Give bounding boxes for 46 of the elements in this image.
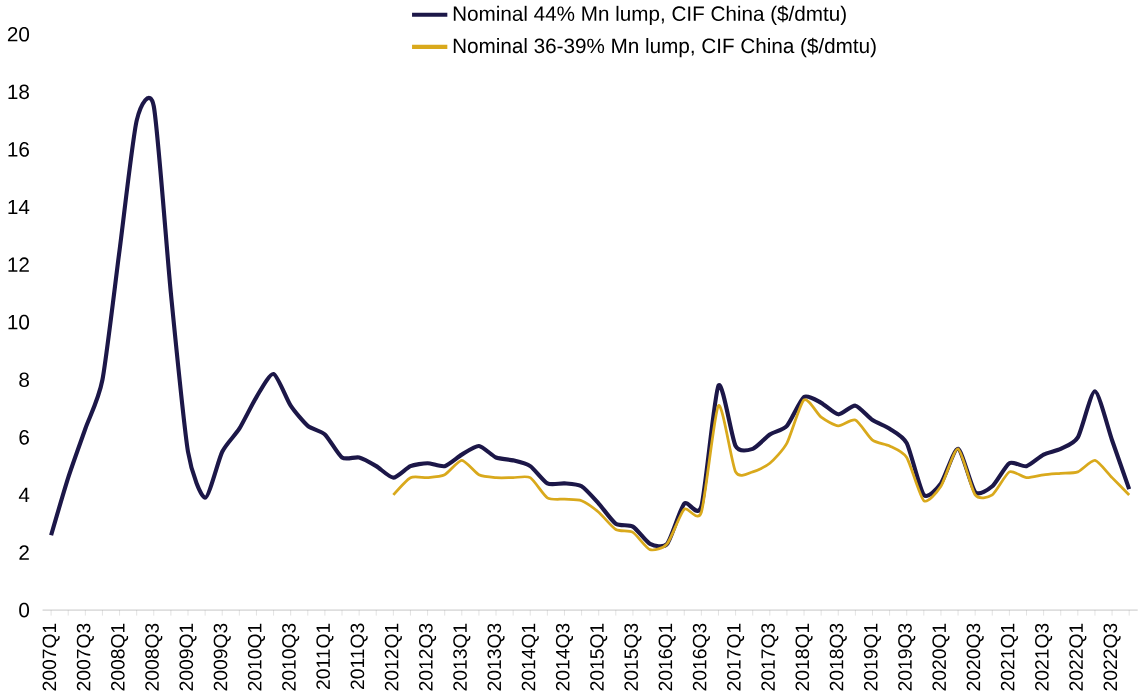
x-tick-label: 2019Q1 bbox=[863, 623, 882, 691]
x-tick-label: 2012Q3 bbox=[419, 623, 437, 691]
x-tick-label: 2011Q1 bbox=[316, 623, 334, 689]
x-tick-label: 2009Q3 bbox=[213, 623, 231, 691]
x-tick-label: 2010Q1 bbox=[247, 623, 266, 691]
x-tick-label: 2014Q1 bbox=[521, 623, 539, 691]
y-tick-label: 8 bbox=[19, 372, 29, 387]
x-tick-label: 2014Q3 bbox=[555, 623, 574, 691]
y-tick-label: 0 bbox=[19, 602, 30, 618]
x-tick-label: 2022Q1 bbox=[1069, 623, 1087, 691]
x-tick-label: 2008Q3 bbox=[145, 623, 163, 691]
legend-label: Nominal 36-39% Mn lump, CIF China ($/dmtu) bbox=[453, 37, 876, 58]
y-tick-label: 12 bbox=[8, 257, 29, 272]
x-tick-label: 2013Q3 bbox=[487, 623, 505, 691]
y-tick-label: 14 bbox=[8, 199, 30, 214]
x-tick-label: 2009Q1 bbox=[179, 623, 197, 691]
x-tick-label: 2021Q3 bbox=[1035, 623, 1053, 691]
x-tick-label: 2021Q1 bbox=[1000, 623, 1018, 691]
x-tick-label: 2016Q1 bbox=[658, 623, 676, 691]
x-tick-label: 2016Q3 bbox=[692, 623, 710, 691]
x-tick-label: 2018Q1 bbox=[795, 623, 813, 691]
y-tick-label: 16 bbox=[8, 141, 29, 157]
x-tick-label: 2007Q1 bbox=[42, 623, 60, 691]
y-tick-label: 4 bbox=[18, 487, 30, 502]
x-tick-label: 2022Q3 bbox=[1103, 623, 1121, 691]
y-tick-label: 2 bbox=[19, 545, 29, 560]
x-tick-label: 2020Q1 bbox=[932, 623, 950, 691]
x-tick-label: 2020Q3 bbox=[966, 623, 984, 691]
x-tick-label: 2017Q1 bbox=[727, 623, 745, 691]
x-tick-label: 2010Q3 bbox=[282, 623, 300, 691]
x-tick-label: 2007Q3 bbox=[76, 623, 94, 691]
x-tick-label: 2019Q3 bbox=[898, 623, 916, 691]
y-tick-label: 10 bbox=[8, 314, 30, 330]
x-tick-label: 2011Q3 bbox=[350, 623, 368, 689]
x-tick-label: 2015Q3 bbox=[624, 623, 642, 691]
x-tick-label: 2018Q3 bbox=[829, 623, 847, 691]
x-tick-label: 2017Q3 bbox=[761, 623, 779, 691]
legend-label: Nominal 44% Mn lump, CIF China ($/dmtu) bbox=[453, 5, 846, 25]
y-tick-label: 20 bbox=[7, 26, 30, 42]
x-tick-label: 2012Q1 bbox=[384, 623, 402, 691]
line-series bbox=[391, 398, 1131, 551]
x-tick-label: 2015Q1 bbox=[590, 623, 608, 691]
x-tick-label: 2008Q1 bbox=[110, 623, 129, 691]
y-tick-label: 18 bbox=[8, 84, 29, 100]
y-tick-label: 6 bbox=[19, 429, 29, 445]
x-tick-label: 2013Q1 bbox=[453, 623, 471, 691]
